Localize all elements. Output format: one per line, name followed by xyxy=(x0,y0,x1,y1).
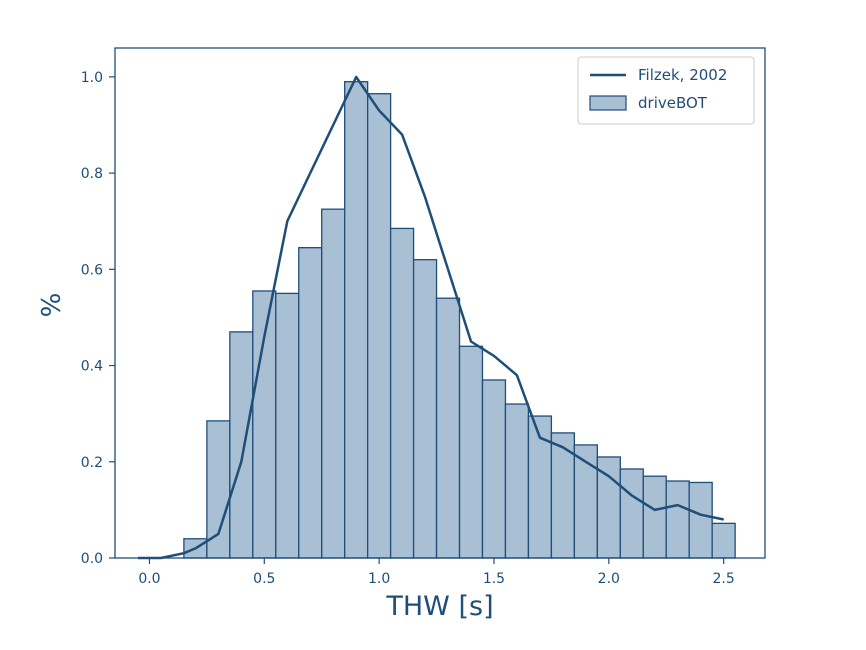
x-axis-label: THW [s] xyxy=(385,591,493,622)
x-axis-ticks: 0.0 0.5 1.0 1.5 2.0 2.5 xyxy=(138,558,735,587)
histogram-bar xyxy=(321,208,346,559)
y-tick-label: 0.8 xyxy=(81,166,103,182)
x-tick-label: 1.5 xyxy=(483,571,505,587)
histogram-bar xyxy=(275,292,300,559)
histogram-bar xyxy=(389,227,415,559)
histogram-bar xyxy=(344,81,369,559)
histogram-bar xyxy=(642,475,667,559)
histogram-bar xyxy=(229,331,254,559)
histogram-bar xyxy=(665,480,690,559)
histogram-bar xyxy=(711,522,736,559)
y-axis-label: % xyxy=(37,293,67,318)
histogram-bar xyxy=(367,93,392,559)
y-tick-label: 0.4 xyxy=(81,359,103,375)
legend-bar-swatch xyxy=(589,95,627,111)
y-axis-ticks: 0.0 0.2 0.4 0.6 0.8 1.0 xyxy=(81,70,115,567)
histogram-bar xyxy=(458,345,484,559)
legend-label-drivebot: driveBOT xyxy=(638,94,708,112)
x-tick-label: 2.0 xyxy=(598,571,620,587)
histogram-bars xyxy=(183,81,736,559)
histogram-bar xyxy=(206,420,231,559)
y-tick-label: 0.2 xyxy=(81,455,103,471)
histogram-bar xyxy=(504,403,530,559)
histogram-bar xyxy=(481,379,507,559)
histogram-bar xyxy=(435,297,461,559)
legend-label-filzek: Filzek, 2002 xyxy=(638,66,727,84)
histogram-bar xyxy=(619,468,644,559)
line-series-group xyxy=(138,75,724,560)
histogram-bar xyxy=(412,259,438,559)
plot-frame xyxy=(114,47,766,559)
legend: Filzek, 2002 driveBOT xyxy=(577,56,755,125)
x-tick-label: 2.5 xyxy=(713,571,735,587)
y-tick-label: 0.0 xyxy=(81,551,103,567)
histogram-bar xyxy=(688,481,713,559)
histogram-bar xyxy=(298,247,323,559)
y-tick-label: 1.0 xyxy=(81,70,103,86)
y-tick-label: 0.6 xyxy=(81,262,103,278)
x-tick-label: 1.0 xyxy=(368,571,390,587)
x-tick-label: 0.5 xyxy=(253,571,275,587)
x-tick-label: 0.0 xyxy=(138,571,160,587)
filzek-line xyxy=(138,75,724,560)
